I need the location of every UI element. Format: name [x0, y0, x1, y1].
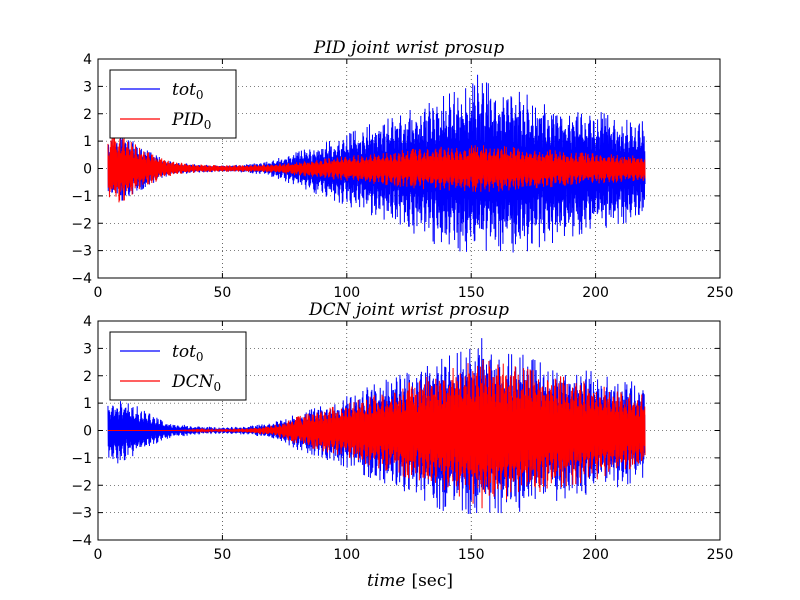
x-axis-label-unit: [sec]: [411, 571, 453, 591]
legend-label-subscript: 0: [204, 118, 212, 132]
top-subplot-pid: 0 50 100 150 200 250 −4 −3 −2 −1 0 1 2 3 4 PID joint wr…: [71, 38, 733, 301]
legend-box: [109, 331, 247, 401]
y-tick-label: −2: [71, 216, 92, 232]
x-axis-label-variable: time: [367, 571, 405, 591]
x-tick-label: 200: [582, 547, 609, 563]
legend-label-pid: PID0: [171, 110, 211, 132]
legend-label-dcn: DCN0: [171, 372, 221, 394]
y-tick-label: 4: [83, 314, 92, 330]
y-tick-label: −4: [71, 533, 92, 549]
bottom-subplot-dcn: 0 50 100 150 200 250 −4 −3 −2 −1 0 1 2 3 4 DCN joint wr…: [71, 300, 733, 563]
legend-label-name: PID: [171, 110, 204, 130]
legend-label-name: DCN: [171, 372, 215, 392]
x-tick-label: 0: [94, 547, 103, 563]
y-tick-label: 4: [83, 52, 92, 68]
y-tick-label: 2: [83, 107, 92, 123]
series-group: [107, 338, 646, 514]
x-tick-label: 50: [213, 547, 231, 563]
y-tick-label: 0: [83, 162, 92, 178]
x-tick-label: 200: [582, 285, 609, 301]
legend-box: [109, 69, 237, 139]
y-tick-label: 3: [83, 341, 92, 357]
chart-title: PID joint wrist prosup: [313, 38, 504, 58]
x-tick-label: 0: [94, 285, 103, 301]
x-tick-label: 150: [458, 547, 485, 563]
y-tick-label: 0: [83, 424, 92, 440]
y-tick-label: 1: [83, 396, 92, 412]
y-tick-label: −4: [71, 271, 92, 287]
y-tick-label: 1: [83, 134, 92, 150]
y-tick-label: −1: [71, 451, 92, 467]
x-tick-label: 150: [458, 285, 485, 301]
x-tick-label: 250: [707, 547, 734, 563]
legend-label-subscript: 0: [196, 350, 204, 364]
x-tick-label: 100: [333, 547, 360, 563]
x-tick-label: 250: [707, 285, 734, 301]
y-tick-label: 2: [83, 369, 92, 385]
legend-label-tot: tot0: [172, 342, 204, 364]
y-tick-label: −3: [71, 506, 92, 522]
series-group: [107, 74, 646, 253]
legend-label-name: tot: [172, 342, 196, 362]
series-line-pid: [107, 136, 646, 203]
x-tick-label: 50: [213, 285, 231, 301]
y-tick-label: −3: [71, 244, 92, 260]
y-tick-label: −2: [71, 478, 92, 494]
legend-label-subscript: 0: [214, 380, 222, 394]
y-tick-label: −1: [71, 189, 92, 205]
legend-label-name: tot: [172, 80, 196, 100]
x-axis-label: time [sec]: [367, 571, 453, 591]
legend-label-subscript: 0: [196, 88, 204, 102]
y-tick-label: 3: [83, 79, 92, 95]
series-line-dcn: [107, 359, 646, 509]
chart-title: DCN joint wrist prosup: [308, 300, 509, 320]
legend-label-tot: tot0: [172, 80, 204, 102]
x-tick-label: 100: [333, 285, 360, 301]
